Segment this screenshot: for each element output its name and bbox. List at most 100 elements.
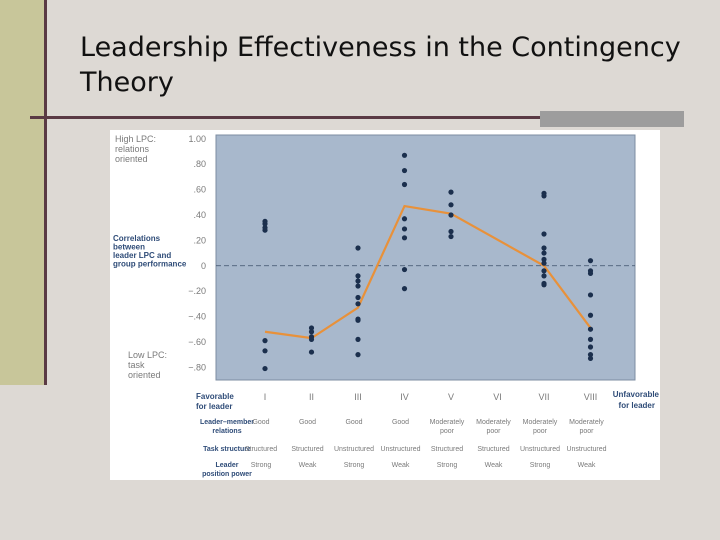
data-point: [355, 273, 361, 279]
row-value: Weak: [485, 462, 503, 469]
x-left-label: for leader: [196, 402, 232, 411]
row-value: Unstructured: [520, 446, 560, 453]
row-value: Structured: [291, 446, 323, 453]
data-point: [401, 226, 408, 232]
y-tick-label: 1.00: [188, 134, 206, 144]
data-point: [587, 258, 594, 264]
row-value: Unstructured: [380, 446, 420, 453]
data-point: [541, 256, 547, 263]
y-top-label: High LPC:: [115, 134, 156, 144]
row-value: Moderately: [430, 419, 465, 426]
data-point: [541, 268, 547, 274]
y-top-label: relations: [115, 144, 150, 154]
data-point: [587, 312, 594, 318]
row-label: relations: [212, 428, 241, 435]
data-point: [355, 283, 361, 289]
row-value: Moderately: [476, 419, 511, 426]
y-tick-label: .20: [193, 235, 206, 245]
left-accent-bar: [0, 0, 47, 385]
data-point: [587, 270, 594, 276]
row-value: Strong: [344, 462, 365, 469]
data-point: [355, 336, 361, 342]
data-point: [401, 266, 408, 273]
data-point: [448, 233, 454, 240]
y-tick-label: −.20: [188, 286, 206, 296]
y-axis-label: group performance: [113, 260, 187, 269]
row-value: poor: [533, 428, 548, 435]
data-point: [541, 231, 547, 237]
data-point: [541, 250, 547, 256]
y-tick-label: .40: [193, 210, 206, 220]
row-value: Strong: [437, 462, 458, 469]
data-point: [308, 336, 315, 342]
x-category-label: VIII: [584, 392, 598, 402]
row-value: poor: [440, 428, 455, 435]
y-axis-label: leader LPC and: [113, 251, 171, 260]
x-category-label: VI: [493, 392, 502, 402]
row-value: Weak: [578, 462, 596, 469]
data-point: [355, 317, 361, 323]
row-value: Strong: [251, 462, 272, 469]
data-point: [541, 193, 547, 199]
row-label: Task structure: [203, 446, 251, 453]
title-underline-accent: [540, 111, 684, 127]
data-point: [541, 245, 547, 251]
x-category-label: V: [448, 392, 454, 402]
row-value: Good: [345, 419, 362, 426]
data-point: [308, 349, 315, 355]
y-tick-label: −.80: [188, 362, 206, 372]
row-value: Unstructured: [566, 446, 606, 453]
x-category-label: II: [309, 392, 314, 402]
x-category-label: IV: [400, 392, 409, 402]
plot-area: [215, 134, 636, 381]
data-point: [401, 235, 408, 241]
y-axis-label: between: [113, 243, 145, 252]
x-right-label: for leader: [619, 401, 655, 410]
x-category-label: VII: [538, 392, 549, 402]
data-point: [401, 216, 408, 222]
data-point: [448, 228, 454, 235]
slide-title: Leadership Effectiveness in the Continge…: [80, 32, 681, 98]
data-point: [448, 202, 454, 208]
y-axis-label: Correlations: [113, 234, 161, 243]
data-point: [587, 355, 594, 362]
data-point: [401, 167, 408, 174]
data-point: [448, 189, 454, 195]
y-bottom-label: Low LPC:: [128, 350, 167, 360]
data-point: [262, 348, 268, 354]
row-value: poor: [579, 428, 594, 435]
data-point: [262, 338, 268, 344]
y-bottom-label: task: [128, 360, 145, 370]
y-tick-label: .60: [193, 185, 206, 195]
row-value: Weak: [392, 462, 410, 469]
y-tick-label: −.40: [188, 312, 206, 322]
data-point: [262, 218, 268, 224]
data-point: [355, 294, 361, 301]
x-category-label: III: [354, 392, 362, 402]
data-point: [587, 352, 594, 358]
data-point: [587, 336, 594, 342]
data-point: [262, 365, 268, 372]
row-value: Good: [252, 419, 269, 426]
data-point: [541, 282, 547, 288]
y-tick-label: 0: [201, 261, 206, 271]
data-point: [308, 325, 315, 331]
row-value: Weak: [299, 462, 317, 469]
row-label: position power: [202, 471, 252, 478]
row-label: Leader–member: [200, 419, 254, 426]
x-category-label: I: [264, 392, 267, 402]
data-point: [355, 301, 361, 307]
data-point: [401, 181, 408, 188]
data-point: [587, 326, 594, 332]
data-point: [401, 286, 408, 292]
data-point: [355, 278, 361, 284]
data-point: [355, 352, 361, 358]
row-value: Strong: [530, 462, 551, 469]
row-value: Good: [392, 419, 409, 426]
y-bottom-label: oriented: [128, 370, 161, 380]
row-value: Moderately: [569, 419, 604, 426]
data-point: [262, 225, 268, 231]
row-value: Structured: [245, 446, 277, 453]
row-value: Moderately: [523, 419, 558, 426]
data-point: [587, 292, 594, 298]
